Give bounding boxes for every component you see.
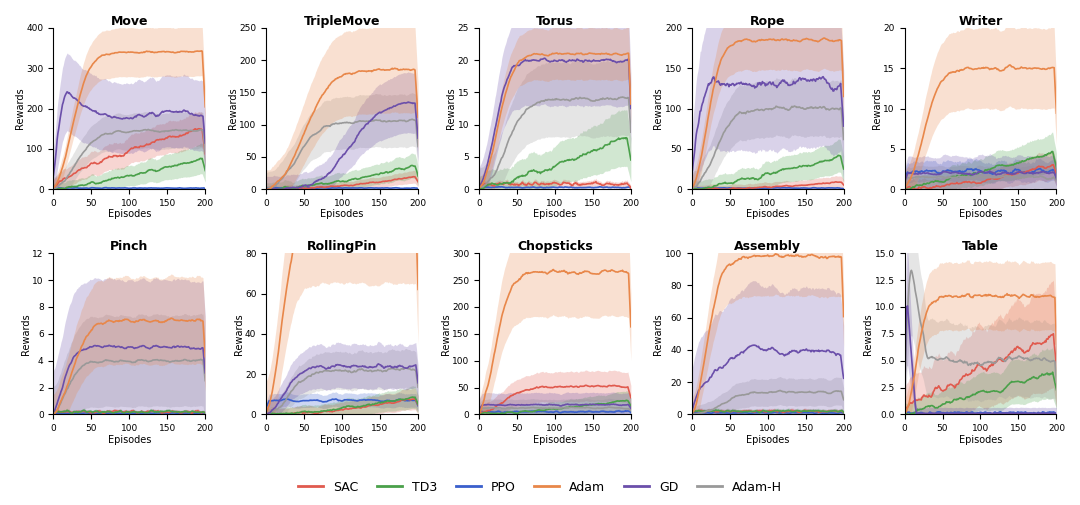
Y-axis label: Rewards: Rewards bbox=[21, 313, 30, 355]
Title: Assembly: Assembly bbox=[734, 240, 801, 253]
Y-axis label: Rewards: Rewards bbox=[446, 88, 457, 129]
Y-axis label: Rewards: Rewards bbox=[653, 313, 663, 355]
X-axis label: Episodes: Episodes bbox=[108, 210, 151, 219]
Y-axis label: Rewards: Rewards bbox=[233, 313, 244, 355]
Title: Move: Move bbox=[110, 15, 148, 28]
X-axis label: Episodes: Episodes bbox=[108, 434, 151, 444]
X-axis label: Episodes: Episodes bbox=[534, 210, 577, 219]
Title: Torus: Torus bbox=[536, 15, 573, 28]
Title: TripleMove: TripleMove bbox=[303, 15, 380, 28]
Legend: SAC, TD3, PPO, Adam, GD, Adam-H: SAC, TD3, PPO, Adam, GD, Adam-H bbox=[293, 476, 787, 499]
X-axis label: Episodes: Episodes bbox=[959, 210, 1002, 219]
Title: Table: Table bbox=[962, 240, 999, 253]
X-axis label: Episodes: Episodes bbox=[534, 434, 577, 444]
X-axis label: Episodes: Episodes bbox=[959, 434, 1002, 444]
Title: RollingPin: RollingPin bbox=[307, 240, 377, 253]
Y-axis label: Rewards: Rewards bbox=[15, 88, 25, 129]
Y-axis label: Rewards: Rewards bbox=[653, 88, 663, 129]
X-axis label: Episodes: Episodes bbox=[321, 434, 364, 444]
Title: Chopsticks: Chopsticks bbox=[517, 240, 593, 253]
X-axis label: Episodes: Episodes bbox=[746, 434, 789, 444]
Title: Pinch: Pinch bbox=[110, 240, 148, 253]
Title: Writer: Writer bbox=[958, 15, 1002, 28]
Y-axis label: Rewards: Rewards bbox=[441, 313, 450, 355]
Y-axis label: Rewards: Rewards bbox=[863, 313, 874, 355]
Title: Rope: Rope bbox=[750, 15, 785, 28]
X-axis label: Episodes: Episodes bbox=[321, 210, 364, 219]
Y-axis label: Rewards: Rewards bbox=[872, 88, 882, 129]
Y-axis label: Rewards: Rewards bbox=[228, 88, 238, 129]
X-axis label: Episodes: Episodes bbox=[746, 210, 789, 219]
